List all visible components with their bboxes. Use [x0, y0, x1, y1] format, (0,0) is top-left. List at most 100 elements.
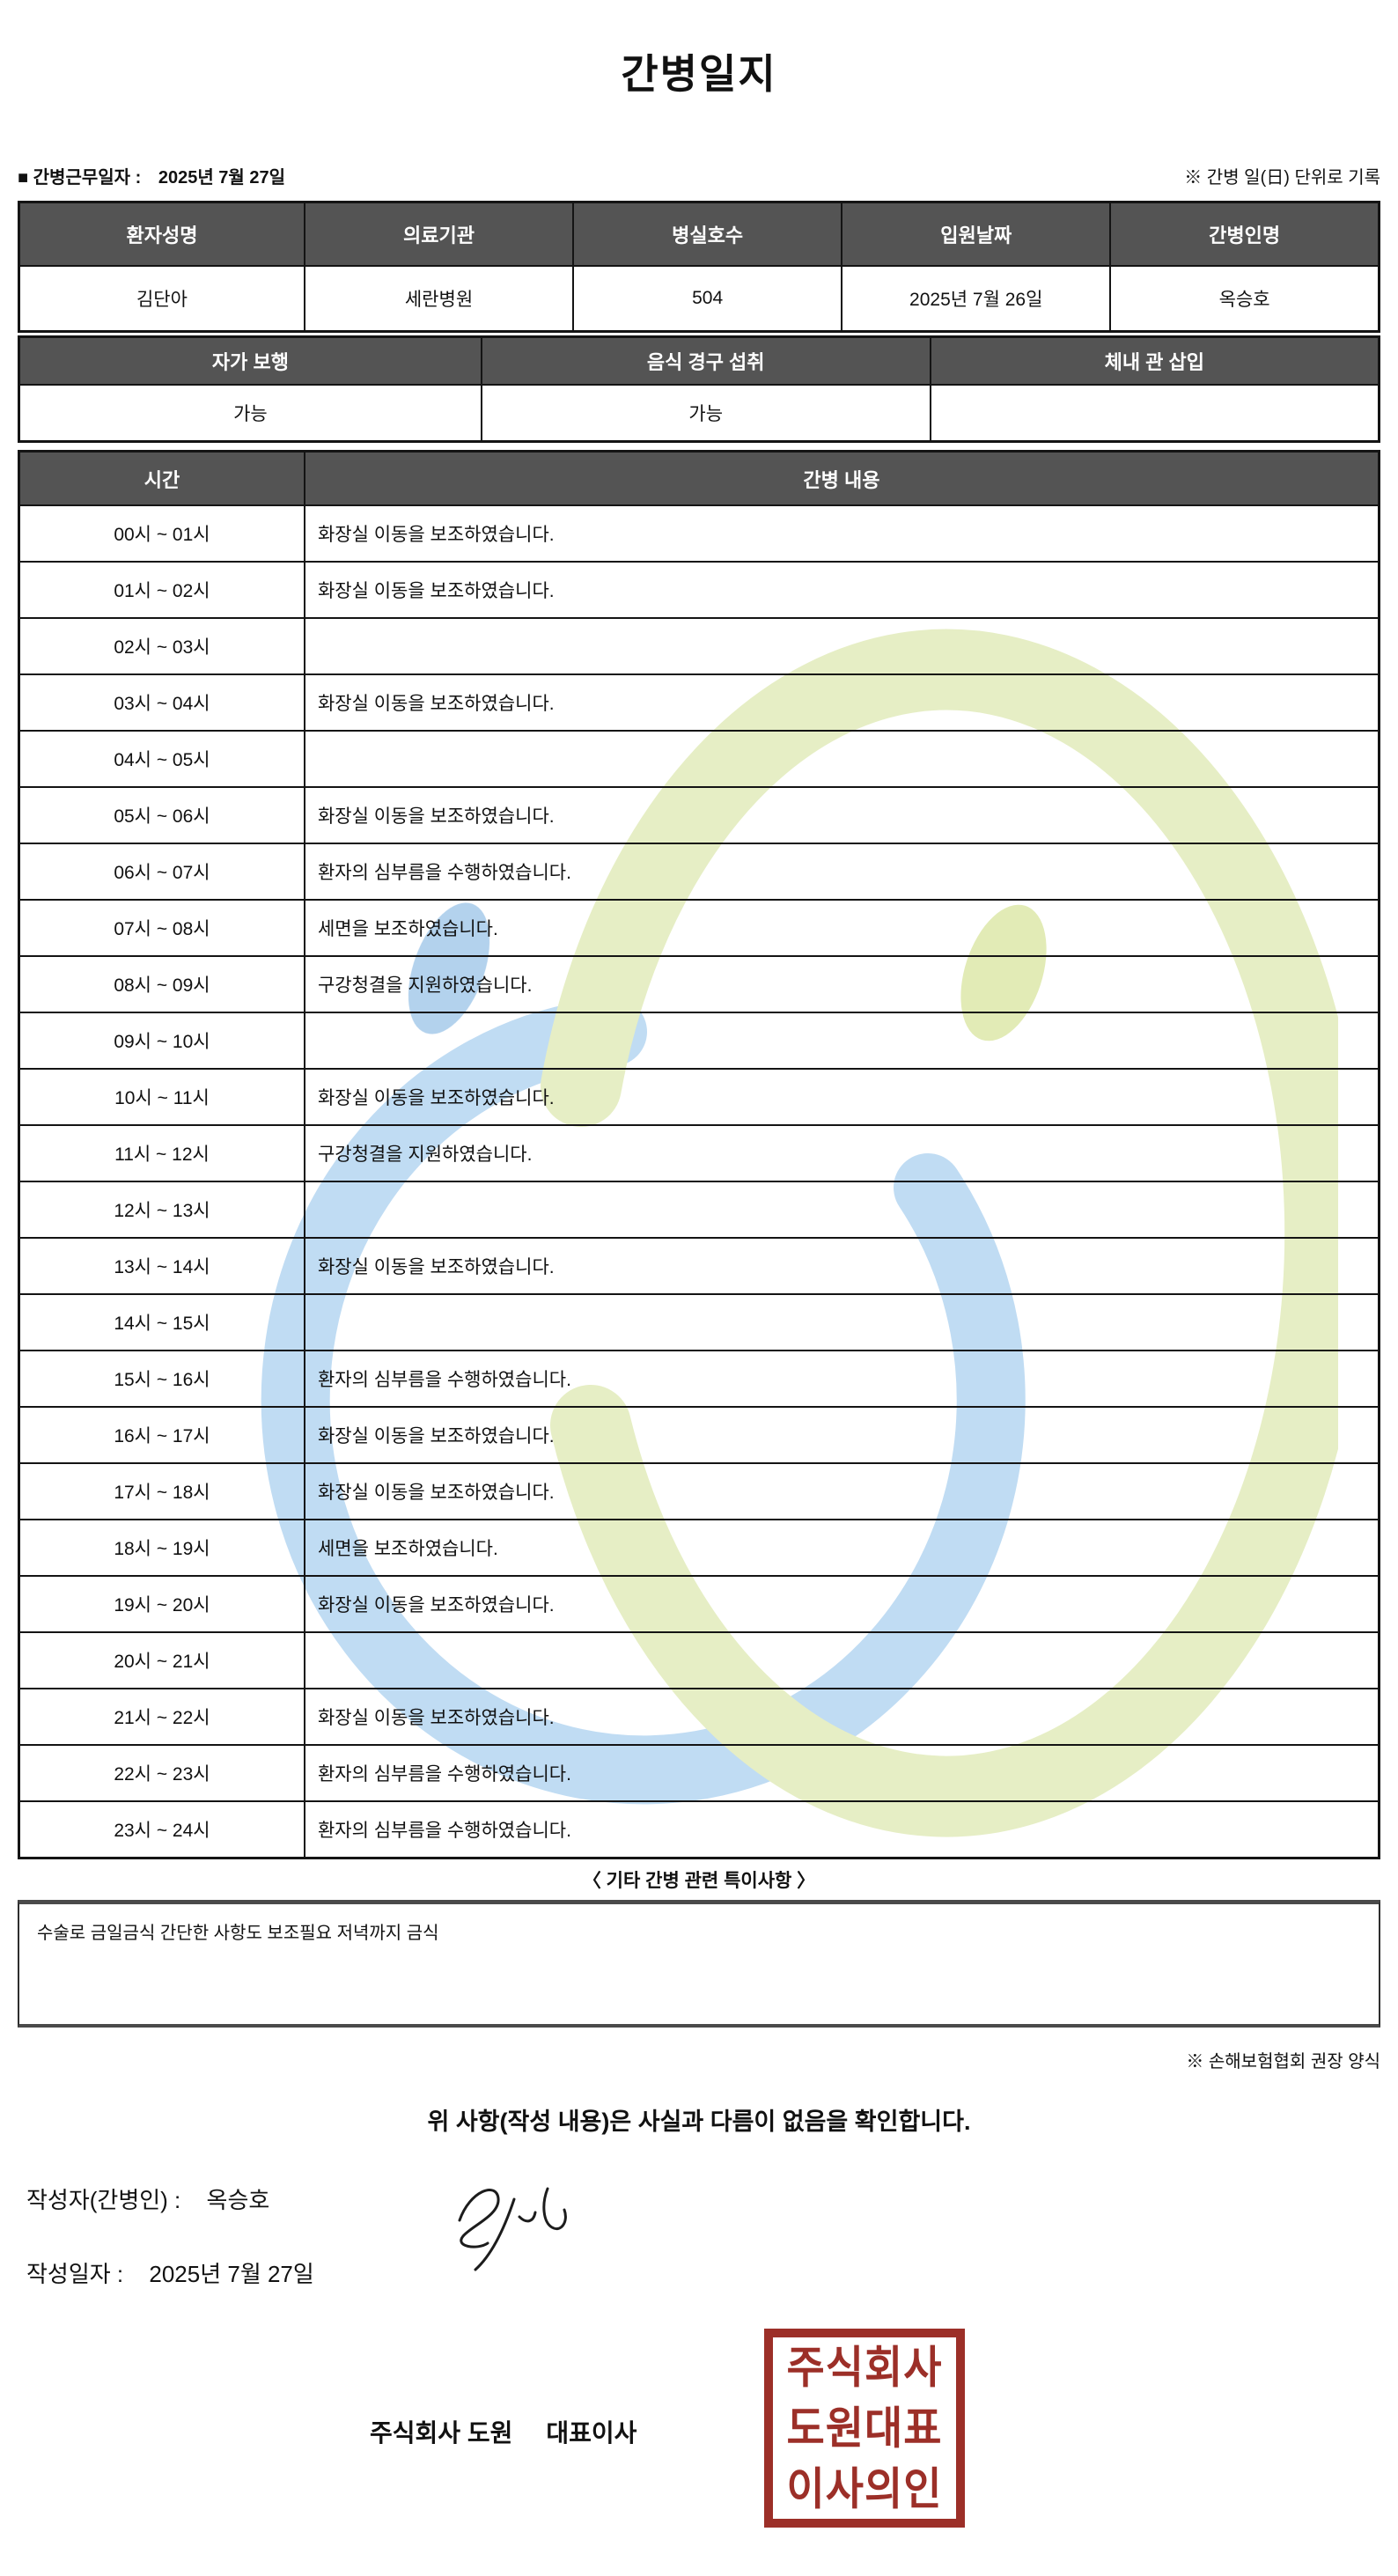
- unit-note: ※ 간병 일(日) 단위로 기록: [1184, 168, 1380, 188]
- patient-info-table: 환자성명 의료기관 병실호수 입원날짜 간병인명 김단아 세란병원 504 20…: [18, 201, 1380, 333]
- patient-header-row: 환자성명 의료기관 병실호수 입원날짜 간병인명: [18, 201, 1380, 267]
- care-row-time: 12시 ~ 13시: [18, 1181, 305, 1239]
- care-header-row: 시간 간병 내용: [18, 450, 1380, 506]
- care-row-content: 세면을 보조하였습니다.: [303, 1519, 1380, 1577]
- care-row-time: 01시 ~ 02시: [18, 561, 305, 619]
- care-row: 20시 ~ 21시: [18, 1631, 1380, 1689]
- care-row-time: 08시 ~ 09시: [18, 955, 305, 1013]
- care-row-content: 구강청결을 지원하였습니다.: [303, 1124, 1380, 1182]
- company-role: 대표이사: [546, 2419, 637, 2447]
- care-row-content: 환자의 심부름을 수행하였습니다.: [303, 1744, 1380, 1802]
- care-row-time: 19시 ~ 20시: [18, 1575, 305, 1633]
- care-row-time: 13시 ~ 14시: [18, 1237, 305, 1295]
- admission-date-value: 2025년 7월 26일: [841, 265, 1112, 333]
- care-row-time: 22시 ~ 23시: [18, 1744, 305, 1802]
- care-row-time: 00시 ~ 01시: [18, 504, 305, 563]
- care-row: 21시 ~ 22시 화장실 이동을 보조하였습니다.: [18, 1688, 1380, 1746]
- care-log-table: 시간 간병 내용 00시 ~ 01시 화장실 이동을 보조하였습니다. 01시 ~ …: [18, 450, 1380, 1859]
- care-row: 09시 ~ 10시: [18, 1012, 1380, 1070]
- care-row: 16시 ~ 17시 화장실 이동을 보조하였습니다.: [18, 1406, 1380, 1464]
- care-row-time: 03시 ~ 04시: [18, 673, 305, 732]
- hospital-value: 세란병원: [303, 265, 575, 333]
- tube-insert-value: [929, 384, 1380, 443]
- care-row: 17시 ~ 18시 화장실 이동을 보조하였습니다.: [18, 1462, 1380, 1520]
- care-row: 02시 ~ 03시: [18, 617, 1380, 675]
- care-row-content: 화장실 이동을 보조하였습니다.: [303, 673, 1380, 732]
- oral-intake-value: 가능: [480, 384, 931, 443]
- written-date-line: 작성일자 : 2025년 7월 27일: [18, 2258, 1380, 2290]
- notes-content: 수술로 금일금식 간단한 사항도 보조필요 저녁까지 금식: [37, 1924, 439, 1943]
- care-row-time: 09시 ~ 10시: [18, 1012, 305, 1070]
- room-value: 504: [572, 265, 843, 333]
- care-row: 04시 ~ 05시: [18, 730, 1380, 788]
- care-row: 05시 ~ 06시 화장실 이동을 보조하였습니다.: [18, 786, 1380, 844]
- meta-row: ■ 간병근무일자 : 2025년 7월 27일 ※ 간병 일(日) 단위로 기록: [18, 166, 1380, 190]
- care-row: 15시 ~ 16시 환자의 심부름을 수행하였습니다.: [18, 1350, 1380, 1408]
- care-row-time: 20시 ~ 21시: [18, 1631, 305, 1689]
- handwritten-signature: [458, 2187, 567, 2271]
- care-row-time: 11시 ~ 12시: [18, 1124, 305, 1182]
- stamp-line-3: 이사의인: [786, 2462, 943, 2513]
- care-row-time: 15시 ~ 16시: [18, 1350, 305, 1408]
- care-row-content: [303, 1012, 1380, 1070]
- work-date-line: ■ 간병근무일자 : 2025년 7월 27일: [18, 166, 285, 190]
- care-row-content: [303, 1631, 1380, 1689]
- bullet-square-icon: ■: [18, 168, 29, 188]
- care-row: 10시 ~ 11시 화장실 이동을 보조하였습니다.: [18, 1068, 1380, 1126]
- care-row-content: 세면을 보조하였습니다.: [303, 899, 1380, 957]
- care-row-content: [303, 1293, 1380, 1351]
- care-row-time: 10시 ~ 11시: [18, 1068, 305, 1126]
- care-row-time: 07시 ~ 08시: [18, 899, 305, 957]
- care-content-header: 간병 내용: [303, 450, 1380, 506]
- notes-box: 수술로 금일금식 간단한 사항도 보조필요 저녁까지 금식: [18, 1900, 1380, 2028]
- patient-name-value: 김단아: [18, 265, 305, 333]
- care-row: 00시 ~ 01시 화장실 이동을 보조하였습니다.: [18, 504, 1380, 563]
- care-row-time: 16시 ~ 17시: [18, 1406, 305, 1464]
- care-row-content: 환자의 심부름을 수행하였습니다.: [303, 1350, 1380, 1408]
- status-header-row: 자가 보행 음식 경구 섭취 체내 관 삽입: [18, 335, 1380, 386]
- company-name: 주식회사 도원: [370, 2419, 513, 2447]
- care-row: 12시 ~ 13시: [18, 1181, 1380, 1239]
- care-row-content: 화장실 이동을 보조하였습니다.: [303, 1406, 1380, 1464]
- care-row-content: 화장실 이동을 보조하였습니다.: [303, 786, 1380, 844]
- form-note: ※ 손해보험협회 권장 양식: [1186, 2052, 1380, 2072]
- care-row-content: 화장실 이동을 보조하였습니다.: [303, 1237, 1380, 1295]
- oral-intake-header: 음식 경구 섭취: [480, 335, 931, 386]
- admission-date-header: 입원날짜: [841, 201, 1112, 267]
- page-title: 간병일지: [621, 51, 777, 97]
- care-row-content: [303, 730, 1380, 788]
- care-row-time: 21시 ~ 22시: [18, 1688, 305, 1746]
- company-line: 주식회사 도원 대표이사: [370, 2414, 636, 2449]
- care-row-time: 14시 ~ 15시: [18, 1293, 305, 1351]
- care-row-content: 구강청결을 지원하였습니다.: [303, 955, 1380, 1013]
- care-row-content: 환자의 심부름을 수행하였습니다.: [303, 843, 1380, 901]
- care-row-time: 04시 ~ 05시: [18, 730, 305, 788]
- care-row: 06시 ~ 07시 환자의 심부름을 수행하였습니다.: [18, 843, 1380, 901]
- care-row-content: 화장실 이동을 보조하였습니다.: [303, 1688, 1380, 1746]
- care-row-content: 화장실 이동을 보조하였습니다.: [303, 1068, 1380, 1126]
- tube-insert-header: 체내 관 삽입: [929, 335, 1380, 386]
- stamp-line-2: 도원대표: [786, 2402, 943, 2454]
- care-row-content: 화장실 이동을 보조하였습니다.: [303, 1462, 1380, 1520]
- patient-status-table: 자가 보행 음식 경구 섭취 체내 관 삽입 가능 가능: [18, 335, 1380, 443]
- care-row-content: [303, 1181, 1380, 1239]
- written-date-value: 2025년 7월 27일: [149, 2261, 314, 2287]
- care-row: 03시 ~ 04시 화장실 이동을 보조하였습니다.: [18, 673, 1380, 732]
- writer-label: 작성자(간병인) :: [26, 2187, 181, 2213]
- care-row: 01시 ~ 02시 화장실 이동을 보조하였습니다.: [18, 561, 1380, 619]
- care-table-body: 00시 ~ 01시 화장실 이동을 보조하였습니다. 01시 ~ 02시 화장실 이동…: [18, 504, 1380, 1859]
- care-row-time: 17시 ~ 18시: [18, 1462, 305, 1520]
- time-header: 시간: [18, 450, 305, 506]
- care-row: 19시 ~ 20시 화장실 이동을 보조하였습니다.: [18, 1575, 1380, 1633]
- care-row-time: 06시 ~ 07시: [18, 843, 305, 901]
- status-value-row: 가능 가능: [18, 384, 1380, 443]
- care-row-time: 02시 ~ 03시: [18, 617, 305, 675]
- care-row-time: 18시 ~ 19시: [18, 1519, 305, 1577]
- care-row-content: 화장실 이동을 보조하였습니다.: [303, 1575, 1380, 1633]
- care-row: 13시 ~ 14시 화장실 이동을 보조하였습니다.: [18, 1237, 1380, 1295]
- care-row: 14시 ~ 15시: [18, 1293, 1380, 1351]
- self-walking-value: 가능: [18, 384, 482, 443]
- care-row: 08시 ~ 09시 구강청결을 지원하였습니다.: [18, 955, 1380, 1013]
- stamp-line-1: 주식회사: [786, 2342, 943, 2393]
